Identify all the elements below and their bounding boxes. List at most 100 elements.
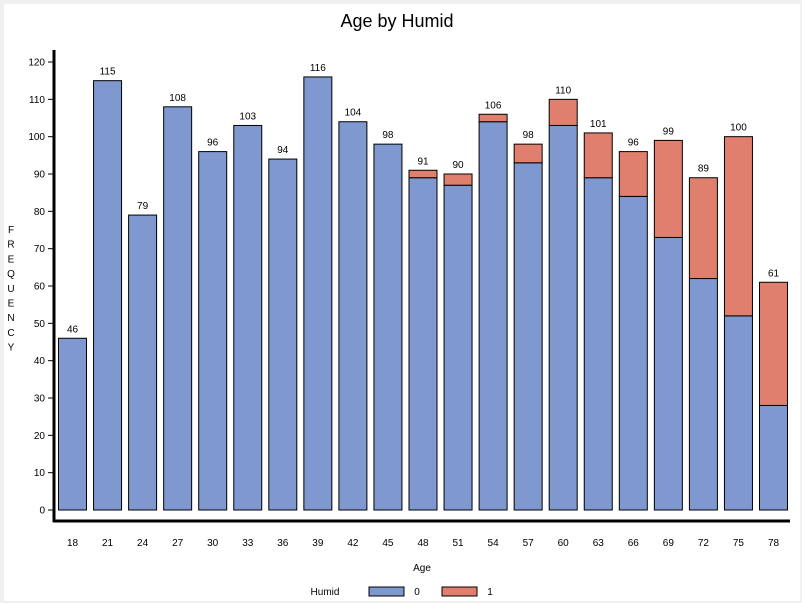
bar-total-label: 115 — [100, 67, 116, 78]
x-tick-label: 42 — [347, 538, 359, 549]
y-tick-label: 60 — [34, 282, 46, 293]
bar-total-label: 110 — [555, 85, 571, 96]
x-tick-label: 30 — [207, 538, 219, 549]
bar-segment-humid-1 — [723, 136, 753, 317]
bar-segment-humid-0 — [688, 278, 718, 511]
bar-segment-humid-1 — [688, 177, 718, 280]
bar-segment-humid-0 — [443, 184, 473, 511]
y-tick-label: 110 — [29, 95, 45, 106]
bar-segment-humid-1 — [618, 151, 648, 197]
bar-segment-humid-1 — [513, 143, 543, 164]
bar-segment-humid-1 — [548, 98, 578, 126]
chart-title: Age by Humid — [340, 11, 453, 31]
x-tick-label: 24 — [137, 538, 149, 549]
bar-segment-humid-0 — [513, 162, 543, 511]
x-tick-label: 27 — [172, 538, 184, 549]
y-axis-label-letter: Y — [8, 343, 15, 354]
y-tick-label: 80 — [34, 207, 46, 218]
bar-total-label: 96 — [207, 138, 219, 149]
y-axis-label-letter: U — [7, 284, 14, 295]
bar-total-label: 79 — [137, 201, 149, 212]
bar-total-label: 100 — [730, 123, 747, 134]
y-tick-label: 10 — [34, 468, 46, 479]
y-tick-label: 0 — [39, 506, 45, 517]
bar-segment-humid-0 — [583, 177, 613, 511]
y-axis-label-letter: Q — [7, 269, 15, 280]
x-tick-label: 33 — [242, 538, 254, 549]
y-tick-label: 100 — [28, 132, 45, 143]
bar-segment-humid-0 — [93, 80, 123, 511]
bar-total-label: 106 — [485, 100, 502, 111]
bar-segment-humid-1 — [443, 173, 473, 186]
bar-segment-humid-0 — [198, 151, 228, 511]
x-tick-label: 51 — [452, 538, 464, 549]
bar-segment-humid-1 — [653, 139, 683, 238]
y-axis-label-letter: E — [8, 254, 15, 265]
x-tick-label: 78 — [768, 538, 780, 549]
bar-segment-humid-0 — [163, 106, 193, 511]
x-tick-label: 57 — [523, 538, 535, 549]
y-tick-label: 120 — [28, 58, 45, 69]
x-tick-label: 60 — [558, 538, 570, 549]
bar-segment-humid-0 — [548, 124, 578, 511]
legend: Humid 0 1 — [311, 586, 493, 598]
bar-segment-humid-0 — [759, 404, 788, 511]
bar-total-label: 116 — [310, 63, 326, 74]
x-tick-label: 66 — [628, 538, 640, 549]
x-tick-label: 48 — [417, 538, 429, 549]
x-tick-label: 36 — [277, 538, 289, 549]
bar-segment-humid-1 — [759, 281, 788, 406]
y-tick-label: 30 — [34, 394, 46, 405]
x-tick-label: 54 — [488, 538, 500, 549]
x-tick-label: 72 — [698, 538, 710, 549]
x-tick-label: 75 — [733, 538, 745, 549]
bar-total-label: 61 — [768, 268, 780, 279]
x-tick-label: 39 — [312, 538, 324, 549]
y-axis-label-letter: N — [7, 313, 14, 324]
bar-segment-humid-0 — [303, 76, 333, 511]
bar-total-label: 103 — [239, 111, 256, 122]
x-tick-label: 18 — [67, 538, 79, 549]
bar-total-label: 94 — [277, 145, 289, 156]
legend-swatch-humid-0 — [368, 586, 405, 597]
bar-total-label: 91 — [417, 156, 429, 167]
bar-segment-humid-1 — [478, 113, 508, 123]
bar-total-label: 98 — [382, 130, 394, 141]
bar-total-label: 104 — [345, 108, 362, 119]
bar-segment-humid-0 — [478, 121, 508, 511]
x-tick-label: 45 — [382, 538, 394, 549]
bar-total-label: 108 — [169, 93, 186, 104]
bar-total-label: 89 — [698, 164, 710, 175]
bar-segment-humid-0 — [723, 315, 753, 511]
bar-segment-humid-1 — [583, 132, 613, 179]
y-axis-label-letter: F — [8, 225, 14, 236]
bar-total-label: 101 — [590, 119, 607, 130]
bar-segment-humid-0 — [373, 143, 403, 511]
bar-segment-humid-0 — [233, 124, 263, 511]
legend-swatch-humid-1 — [441, 586, 478, 597]
bar-segment-humid-0 — [653, 236, 683, 511]
y-axis-label-letter: C — [7, 328, 14, 339]
y-tick-label: 40 — [34, 356, 46, 367]
axes-group: 0 10 20 30 40 50 60 70 80 90 100 110 120 — [28, 50, 790, 523]
bar-total-label: 99 — [663, 126, 675, 137]
bar-total-label: 90 — [452, 160, 464, 171]
bar-segment-humid-0 — [268, 158, 298, 511]
bar-segment-humid-0 — [128, 214, 158, 511]
y-tick-label: 90 — [34, 170, 46, 181]
x-tick-label: 69 — [663, 538, 675, 549]
y-axis-label-letter: R — [7, 240, 14, 251]
y-tick-label: 50 — [34, 319, 46, 330]
bar-segment-humid-0 — [338, 121, 368, 511]
bar-total-label: 46 — [67, 324, 79, 335]
bar-segment-humid-1 — [408, 169, 438, 179]
legend-title: Humid — [311, 587, 340, 598]
bar-segment-humid-0 — [58, 337, 87, 511]
y-axis-label-letter: E — [8, 299, 15, 310]
bar-total-label: 96 — [628, 138, 640, 149]
bar-total-label: 98 — [523, 130, 535, 141]
legend-label-humid-0: 0 — [414, 587, 420, 598]
legend-label-humid-1: 1 — [487, 587, 493, 598]
